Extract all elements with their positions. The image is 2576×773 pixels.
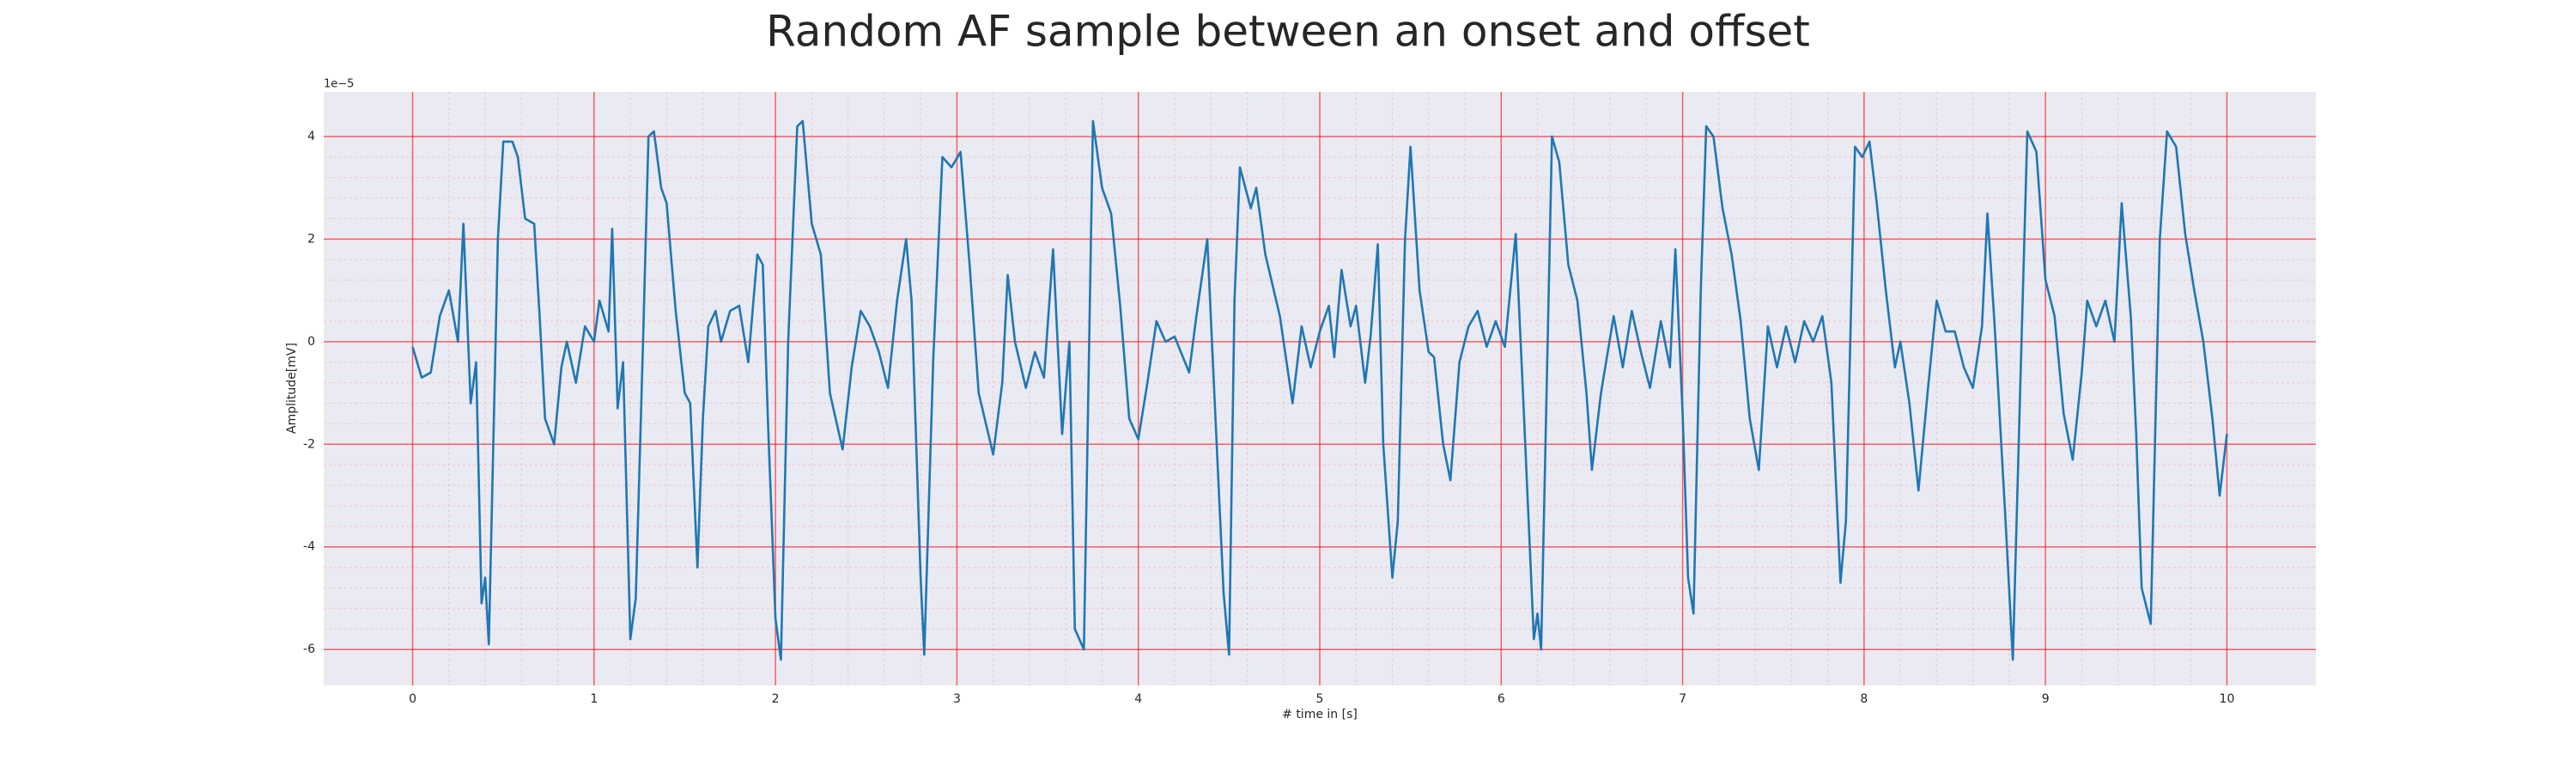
x-tick-label: 10 [2220, 692, 2235, 706]
y-tick-label: -6 [303, 642, 315, 656]
x-tick-label: 1 [590, 692, 598, 706]
x-tick-label: 3 [953, 692, 961, 706]
y-tick-label: -4 [303, 540, 315, 554]
x-axis-label: # time in [s] [1282, 708, 1358, 721]
x-tick-label: 0 [409, 692, 416, 706]
data-line [411, 119, 2228, 661]
chart-title: Random AF sample between an onset and of… [766, 7, 1810, 57]
y-offset-label: 1e−5 [324, 78, 354, 91]
y-tick-label: 0 [307, 335, 315, 349]
marks [411, 119, 2228, 661]
x-tick-label: 5 [1316, 692, 1324, 706]
y-tick-label: 4 [307, 130, 315, 143]
y-tick-label: -2 [303, 437, 315, 451]
x-tick-label: 8 [1860, 692, 1868, 706]
x-tick-label: 9 [2042, 692, 2050, 706]
y-axis-label: Amplitude[mV] [285, 343, 299, 434]
x-tick-label: 2 [772, 692, 780, 706]
x-tick-label: 7 [1679, 692, 1686, 706]
y-tick-label: 2 [307, 232, 315, 246]
x-tick-label: 4 [1134, 692, 1142, 706]
grid [324, 92, 2316, 685]
x-tick-label: 6 [1498, 692, 1505, 706]
